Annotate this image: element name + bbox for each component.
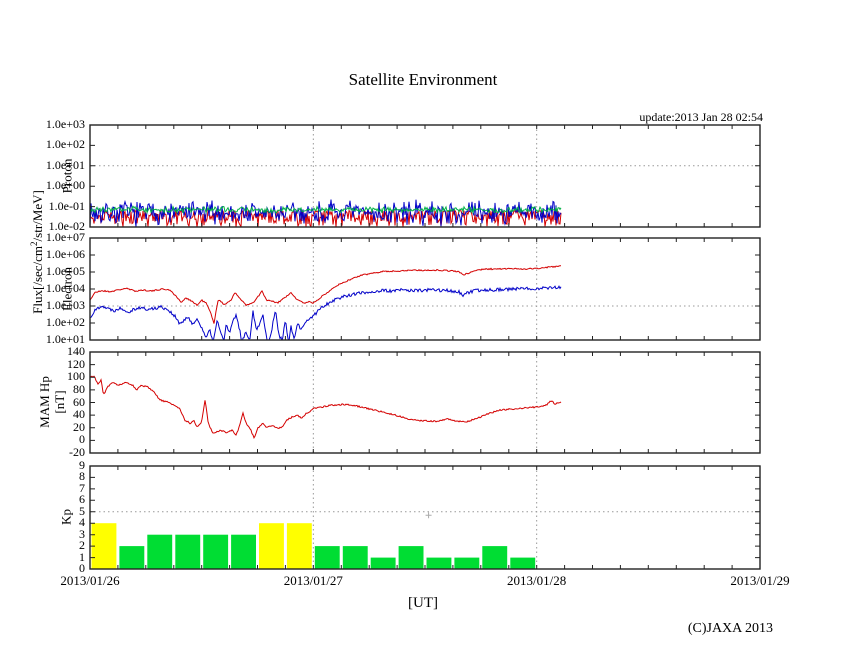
kp-bar — [203, 534, 229, 569]
kp-bar — [314, 546, 340, 569]
y-tick-label: 0 — [79, 561, 85, 575]
y-tick-label: 8 — [79, 469, 85, 484]
y-tick-label: 40 — [73, 407, 85, 422]
x-axis-unit-label: [UT] — [408, 595, 438, 611]
y-tick-label: 1.0e+06 — [45, 247, 85, 261]
copyright-text: (C)JAXA 2013 — [687, 621, 773, 636]
kp-bar — [175, 534, 201, 569]
kp-bar — [454, 557, 480, 569]
proton-ticks — [90, 124, 760, 228]
y-tick-label: -20 — [69, 445, 85, 459]
kp-ticks — [90, 465, 760, 570]
y-tick-label: 1.0e+02 — [45, 315, 85, 329]
proton-green — [90, 205, 562, 215]
y-tick-label: 3 — [79, 526, 85, 541]
y-tick-label: 1 — [79, 549, 85, 564]
kp-bar — [119, 546, 145, 569]
y-tick-label: 1.0e+01 — [45, 157, 85, 172]
y-tick-label: 120 — [67, 356, 85, 371]
mam-hp — [90, 375, 562, 439]
y-tick-label: 1.0e+05 — [45, 264, 85, 278]
y-tick-label: 1.0e+00 — [45, 178, 85, 193]
update-timestamp: update:2013 Jan 28 02:54 — [639, 110, 763, 124]
y-tick-label: 7 — [79, 480, 85, 495]
y-tick-label: 9 — [79, 458, 85, 472]
kp-bar — [482, 546, 508, 569]
kp-bar — [510, 557, 536, 569]
mam-panel-border — [89, 351, 761, 454]
y-tick-label: 1.0e+03 — [45, 117, 85, 131]
kp-bar — [398, 546, 424, 569]
kp-bar — [342, 546, 368, 569]
y-tick-label: 6 — [79, 492, 85, 507]
y-tick-label: 140 — [67, 344, 85, 358]
y-tick-label: 0 — [79, 432, 85, 447]
y-tick-label: 80 — [73, 381, 85, 396]
y-tick-label: 2 — [79, 538, 85, 553]
y-tick-label: 1.0e+01 — [45, 332, 85, 346]
electron-red — [90, 265, 561, 324]
y-tick-label: 4 — [79, 515, 85, 530]
y-tick-label: 60 — [73, 394, 85, 409]
y-tick-label: 1.0e-02 — [48, 219, 85, 233]
x-tick-label: 2013/01/27 — [283, 573, 343, 588]
y-tick-label: 1.0e+02 — [45, 137, 85, 152]
y-tick-label: 5 — [79, 503, 85, 518]
kp-bar — [426, 557, 452, 569]
y-tick-label: 100 — [67, 369, 85, 384]
y-tick-label: 20 — [73, 419, 85, 434]
kp-bar — [286, 523, 312, 569]
electron-ticks — [90, 237, 760, 341]
y-tick-label: 1.0e+07 — [45, 230, 85, 244]
y-tick-label: 1.0e+03 — [45, 298, 85, 312]
kp-bar — [147, 534, 173, 569]
mam-ticks — [90, 351, 760, 454]
x-tick-label: 2013/01/26 — [60, 573, 120, 588]
y-tick-label: 1.0e-01 — [48, 198, 85, 213]
y-tick-label: 1.0e+04 — [45, 281, 85, 295]
stray-plus-marker — [425, 512, 432, 519]
electron-blue — [90, 285, 562, 340]
x-tick-label: 2013/01/29 — [730, 573, 790, 588]
x-tick-label: 2013/01/28 — [507, 573, 567, 588]
kp-bar — [259, 523, 284, 569]
kp-bar — [91, 523, 117, 569]
kp-bar — [370, 557, 396, 569]
kp-bar — [231, 534, 256, 569]
page-title: Satellite Environment — [348, 70, 498, 89]
